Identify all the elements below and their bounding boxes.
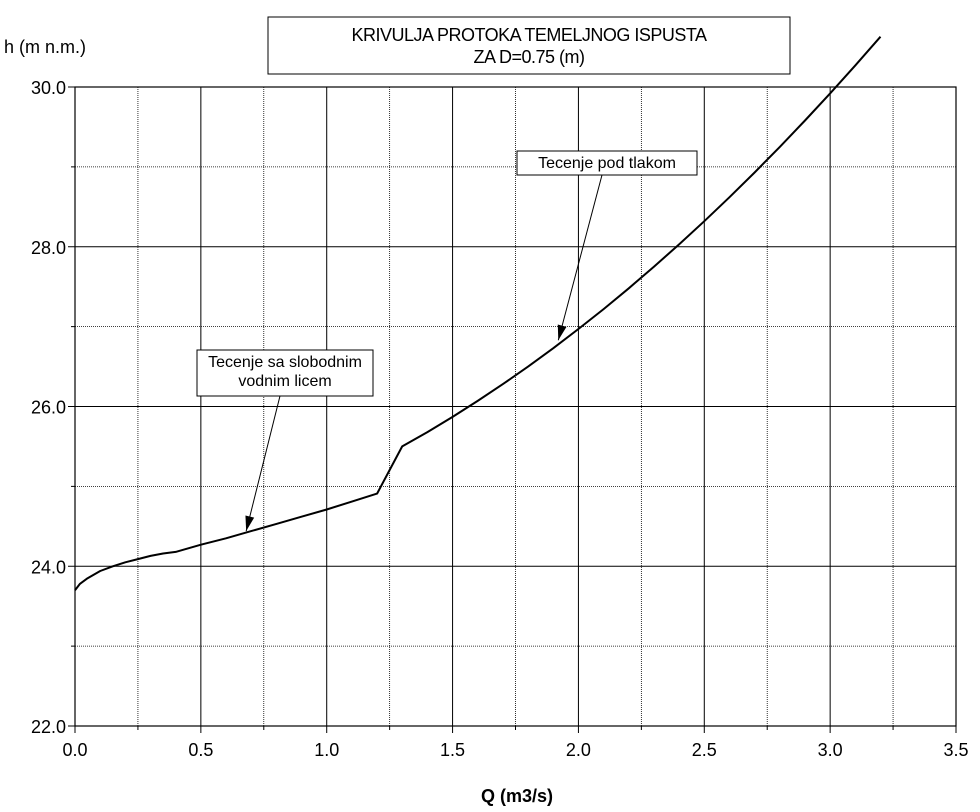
y-axis-label: h (m n.m.) (4, 37, 86, 57)
y-tick-label-3: 28.0 (31, 238, 66, 258)
annotation-box-0 (516, 150, 698, 176)
title-frame (267, 16, 791, 75)
annotation-text-0-0: Tecenje pod tlakom (538, 155, 676, 172)
x-axis-label: Q (m3/s) (481, 786, 553, 806)
x-tick-label-1: 0.5 (188, 740, 213, 760)
annotation-1: Tecenje sa slobodnim vodnim licem (196, 349, 374, 532)
x-tick-label-4: 2.0 (566, 740, 591, 760)
x-tick-label-2: 1.0 (314, 740, 339, 760)
y-tick-label-4: 30.0 (31, 78, 66, 98)
annotation-text-1-1: vodnim licem (238, 373, 331, 390)
x-tick-label-7: 3.5 (943, 740, 968, 760)
series-line-0 (74, 36, 882, 591)
annotation-arrowhead-1 (245, 515, 255, 532)
annotation-text-1-0: Tecenje sa slobodnim (208, 354, 362, 371)
annotation-pointer-0 (557, 174, 603, 341)
x-tick-label-5: 2.5 (692, 740, 717, 760)
y-tick-label-0: 22.0 (31, 717, 66, 737)
annotation-pointer-1 (245, 395, 281, 532)
x-tick-label-3: 1.5 (440, 740, 465, 760)
chart-subtitle: ZA D=0.75 (m) (473, 47, 584, 67)
grid (74, 86, 957, 727)
annotation-0: Tecenje pod tlakom (516, 150, 698, 341)
axis-ticks: 0.0 0.5 1.0 1.5 2.0 2.5 3.0 3.5 22.0 24.0 26.0 28.0… (31, 78, 969, 760)
y-tick-label-1: 24.0 (31, 557, 66, 577)
x-tick-label-0: 0.0 (62, 740, 87, 760)
x-tick-label-6: 3.0 (818, 740, 843, 760)
annotation-arrowhead-0 (557, 324, 567, 341)
annotation-box-1 (196, 349, 374, 397)
chart-title: KRIVULJA PROTOKA TEMELJNOG ISPUSTA (351, 25, 707, 45)
chart-title-box: KRIVULJA PROTOKA TEMELJNOG ISPUSTA ZA D=… (267, 16, 791, 75)
annotations: Tecenje pod tlakom Tecenje sa slobodnim vo… (196, 150, 698, 532)
y-tick-label-2: 26.0 (31, 398, 66, 418)
series-layer (74, 36, 882, 591)
